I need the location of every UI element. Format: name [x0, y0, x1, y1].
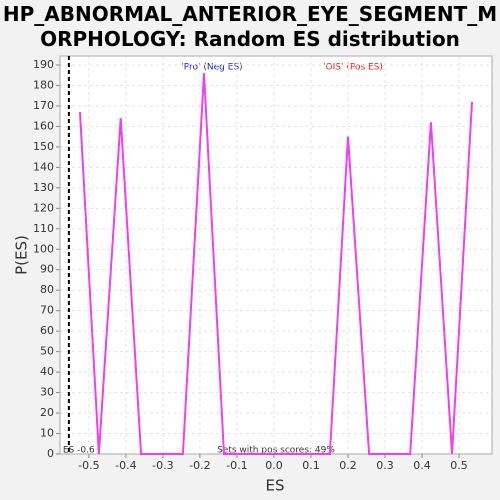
y-tick-label: 80 [40, 283, 54, 296]
plot-area [60, 56, 492, 454]
neg-annotation: 'Pro' (Neg ES) [181, 63, 242, 73]
x-tick-label: 0.4 [413, 459, 431, 472]
y-tick-label: 140 [33, 160, 54, 173]
y-tick-label: 90 [40, 263, 54, 276]
x-tick-label: -0.4 [115, 459, 136, 472]
x-tick-label: -0.3 [152, 459, 173, 472]
y-axis-label: P(ES) [13, 235, 31, 275]
y-tick-label: 190 [33, 58, 54, 71]
x-tick-label: -0.2 [189, 459, 210, 472]
y-tick-label: 170 [33, 99, 54, 112]
y-tick-label: 0 [47, 447, 54, 460]
y-tick-label: 120 [33, 201, 54, 214]
x-tick-label: -0.1 [226, 459, 247, 472]
x-tick-label: -0.5 [78, 459, 99, 472]
y-tick-label: 40 [40, 365, 54, 378]
y-tick-label: 110 [33, 222, 54, 235]
x-tick-label: 0.3 [376, 459, 394, 472]
y-tick-label: 160 [33, 119, 54, 132]
es-label: ES -0.6 [63, 446, 95, 456]
y-tick-label: 130 [33, 181, 54, 194]
y-tick-label: 10 [40, 427, 54, 440]
y-tick-label: 180 [33, 78, 54, 91]
y-tick-label: 70 [40, 304, 54, 317]
y-tick-label: 100 [33, 242, 54, 255]
y-tick-label: 150 [33, 140, 54, 153]
pos-annotation: 'OIS' (Pos ES) [323, 63, 383, 73]
x-tick-label: 0.0 [265, 459, 283, 472]
chart-title: HP_ABNORMAL_ANTERIOR_EYE_SEGMENT_MORPHOL… [2, 2, 498, 51]
y-tick-label: 50 [40, 345, 54, 358]
x-tick-label: 0.5 [450, 459, 468, 472]
y-tick-label: 20 [40, 406, 54, 419]
y-tick-label: 60 [40, 324, 54, 337]
x-tick-label: 0.1 [302, 459, 320, 472]
pos-scores-annotation: Sets with pos scores: 49% [217, 446, 335, 456]
x-tick-label: 0.2 [339, 459, 357, 472]
line-series [78, 73, 474, 455]
y-tick-label: 30 [40, 386, 54, 399]
x-axis-label: ES [266, 477, 285, 495]
